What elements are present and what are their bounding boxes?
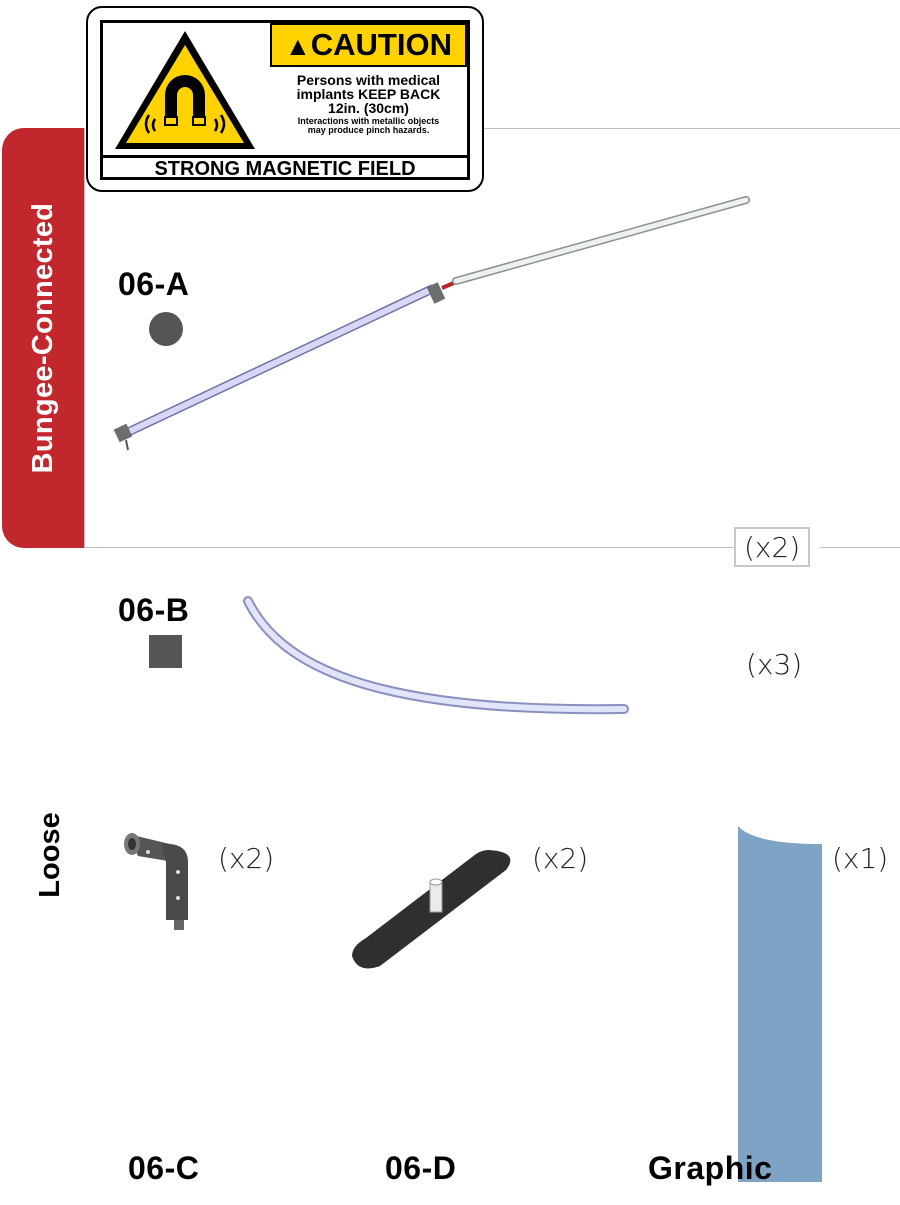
caution-header-text: CAUTION [310,27,452,62]
warning-triangle-icon: ▲ [285,31,311,61]
part-06-d-base-plate-image [352,850,511,969]
section-border [84,128,85,548]
part-06-b-marker-square [149,635,182,668]
part-06-b-label: 06-B [118,592,190,628]
graphic-label: Graphic [648,1150,773,1186]
bungee-connected-tab: Bungee-Connected [2,128,84,548]
caution-line-4: Interactions with metallic objects [297,116,440,126]
part-06-c-label: 06-C [128,1150,200,1186]
part-06-c-corner-connector-image [124,833,188,930]
caution-body: Persons with medical implants KEEP BACK … [270,69,467,153]
part-06-a-label: 06-A [118,266,190,302]
part-06-c-quantity: (x2) [218,842,275,875]
caution-line-2: implants KEEP BACK [296,86,441,102]
part-06-a-marker-circle [149,312,183,346]
part-06-a-quantity: (x2) [734,527,811,567]
part-06-d-quantity: (x2) [532,842,589,875]
graphic-fabric-image [738,826,822,1182]
caution-label-frame: ▲CAUTION Persons with medical implants K… [100,20,470,180]
part-06-d-label: 06-D [385,1150,457,1186]
caution-line-1: Persons with medical [296,72,441,88]
graphic-quantity: (x1) [832,842,889,875]
middle-divider-right [820,547,900,548]
middle-divider-left [84,547,734,548]
caution-line-5: may produce pinch hazards. [307,125,430,135]
caution-line-3: 12in. (30cm) [328,100,409,116]
caution-header: ▲CAUTION [270,23,467,67]
part-06-b-quantity: (x3) [746,648,803,681]
top-divider [484,128,900,129]
caution-footer: STRONG MAGNETIC FIELD [103,155,467,180]
caution-label: ▲CAUTION Persons with medical implants K… [86,6,484,192]
part-06-b-curved-pole-image [243,596,629,715]
magnet-warning-icon [103,23,267,155]
part-06-a-pole-image [113,196,750,451]
loose-label: Loose [34,812,66,898]
bungee-connected-label: Bungee-Connected [27,202,59,474]
